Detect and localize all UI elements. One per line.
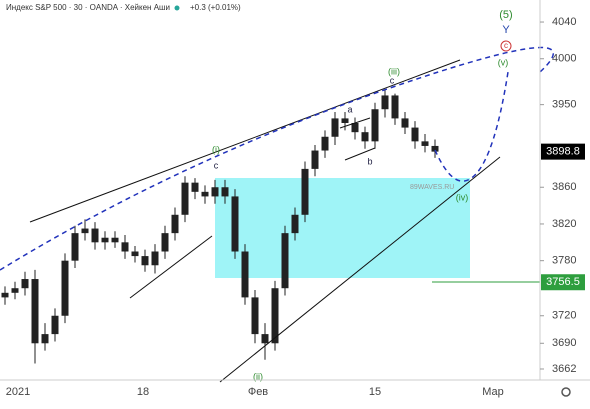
status-dot xyxy=(174,5,180,11)
candle-body xyxy=(141,256,149,266)
y-tick-label: 3860 xyxy=(552,181,576,193)
x-tick-label: 15 xyxy=(369,386,381,398)
candle-body xyxy=(241,251,249,298)
candle-body xyxy=(31,279,39,344)
candle-body xyxy=(301,168,309,215)
projection-curve xyxy=(0,46,554,271)
y-tick-label: 3780 xyxy=(552,255,576,267)
price-label: 3756.5 xyxy=(546,276,580,288)
y-tick-label: 4000 xyxy=(552,53,576,65)
candle-body xyxy=(251,297,259,335)
projection-path xyxy=(434,71,509,182)
candle-body xyxy=(411,127,419,142)
line-b xyxy=(344,147,376,161)
candle-body xyxy=(71,233,79,261)
channel-left xyxy=(129,235,213,299)
candle-body xyxy=(261,334,269,344)
channel-lower xyxy=(219,156,501,383)
candle-body xyxy=(151,251,159,266)
channel-upper xyxy=(29,59,461,223)
x-tick-label: Мар xyxy=(482,386,504,398)
candle-body xyxy=(211,187,219,197)
candle-body xyxy=(61,260,69,316)
candle-body xyxy=(201,191,209,197)
candle-body xyxy=(271,288,279,344)
x-tick-label: 18 xyxy=(137,386,149,398)
candle-body xyxy=(381,95,389,110)
candle-body xyxy=(41,334,49,344)
candle-body xyxy=(231,196,239,252)
candle-body xyxy=(181,182,189,215)
candle-body xyxy=(11,288,19,293)
y-tick-label: 3690 xyxy=(552,337,576,349)
candle-body xyxy=(221,187,229,197)
candle-body xyxy=(341,118,349,123)
y-tick-label: 3662 xyxy=(552,363,576,375)
wave-label: (v) xyxy=(498,57,509,67)
candle-body xyxy=(281,233,289,289)
trend-lines xyxy=(29,59,501,383)
wave-label: (i) xyxy=(212,144,220,154)
candle-body xyxy=(431,145,439,152)
header-change: +0.3 (+0.01%) xyxy=(190,3,241,12)
candle-body xyxy=(351,122,359,133)
candle-body xyxy=(1,292,9,298)
wave-label: c xyxy=(390,75,395,85)
candle-body xyxy=(21,279,29,289)
y-tick-label: 3720 xyxy=(552,310,576,322)
candle-body xyxy=(311,150,319,169)
candle-body xyxy=(401,118,409,128)
price-label: 3898.8 xyxy=(546,146,580,158)
candle-body xyxy=(331,118,339,137)
candle-body xyxy=(161,233,169,252)
y-tick-label: 3950 xyxy=(552,99,576,111)
wave-label: (iii) xyxy=(388,66,400,76)
wave-label: Y xyxy=(502,24,510,36)
candle-body xyxy=(321,136,329,151)
y-tick-label: 4040 xyxy=(552,16,576,28)
wave-label: b xyxy=(367,156,372,166)
line-a xyxy=(339,117,371,129)
wave-label: (5) xyxy=(499,9,512,21)
header-title: Индекс S&P 500 · 30 · OANDA · Хейкен Аши xyxy=(6,3,170,12)
zone xyxy=(215,178,470,278)
candle-body xyxy=(111,237,119,243)
x-tick-label: Фев xyxy=(248,386,268,398)
x-tick-label: 2021 xyxy=(6,386,30,398)
watermark: 89WAVES.RU xyxy=(410,184,454,191)
candle-body xyxy=(121,242,129,252)
y-tick-label: 3820 xyxy=(552,218,576,230)
circle-mark xyxy=(500,40,512,52)
candle-body xyxy=(361,132,369,142)
candle-body xyxy=(131,251,139,257)
wave-label: a xyxy=(347,104,352,114)
candle-body xyxy=(51,315,59,335)
wave-label: c xyxy=(214,160,219,170)
price-label-box xyxy=(541,274,585,291)
candle-body xyxy=(171,214,179,234)
wave-label: c xyxy=(504,41,508,50)
wave-label: (iv) xyxy=(456,192,469,202)
candle-body xyxy=(81,228,89,234)
candle-body xyxy=(291,214,299,234)
candle-body xyxy=(371,109,379,142)
candle-body xyxy=(191,182,199,192)
candle-body xyxy=(391,95,399,119)
candle-body xyxy=(421,141,429,146)
settings-icon[interactable] xyxy=(561,387,571,397)
wave-label: (ii) xyxy=(253,371,263,381)
price-label-box xyxy=(541,143,585,160)
candle-body xyxy=(101,237,109,243)
candle-body xyxy=(91,228,99,243)
